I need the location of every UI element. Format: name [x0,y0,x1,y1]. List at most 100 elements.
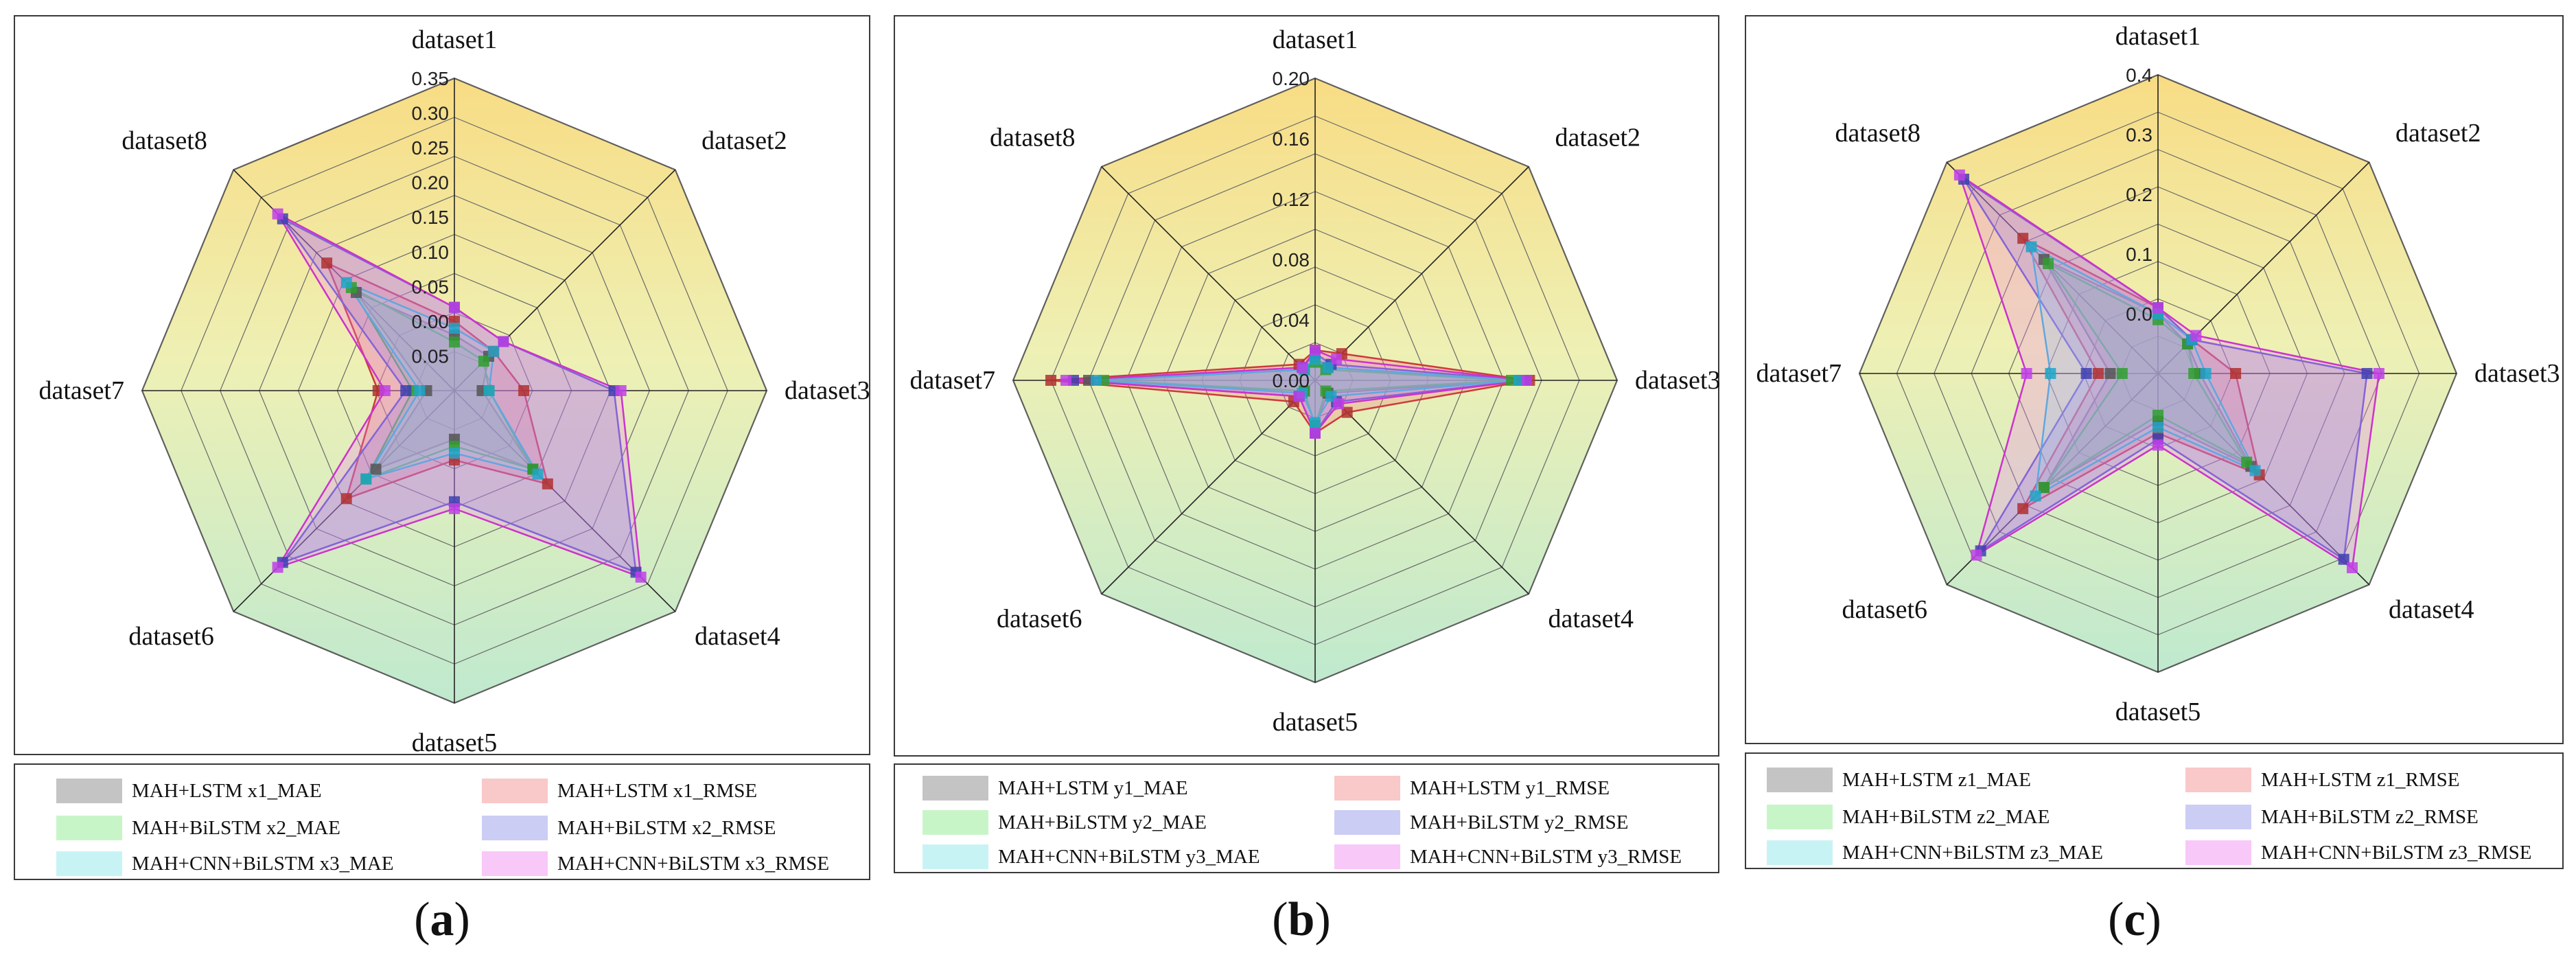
category-label: dataset4 [695,622,780,651]
data-point [2338,553,2349,565]
data-point [1310,354,1321,365]
category-label: dataset7 [909,366,995,395]
legend-c: MAH+LSTM z1_MAE MAH+LSTM z1_RMSE MAH+BiLST… [1745,752,2564,869]
data-point [370,463,382,475]
data-point [449,503,460,514]
data-point [2190,330,2202,341]
category-label: dataset8 [121,126,207,155]
data-point [2021,368,2032,379]
category-label: dataset6 [1842,595,1928,624]
category-label: dataset5 [412,728,498,757]
tick-label: 0.20 [1273,68,1310,89]
legend-item: MAH+LSTM z1_RMSE [2185,766,2459,794]
data-point [518,385,530,396]
category-label: dataset3 [1635,366,1721,395]
legend-swatch [56,779,122,803]
tick-label: 0.00 [412,311,450,332]
tick-label: 0.4 [2126,65,2153,86]
data-point [1091,375,1102,386]
legend-label: MAH+LSTM y1_MAE [998,776,1188,799]
tick-label: 0.2 [2126,184,2153,205]
tick-label: 0.16 [1273,128,1310,150]
data-point [2080,368,2092,379]
data-point [542,478,553,490]
legend-item: MAH+CNN+BiLSTM x3_RMSE [482,850,829,877]
tick-label: 0.08 [1273,249,1310,270]
category-label: dataset4 [1548,605,1634,634]
legend-label: MAH+BiLSTM z2_MAE [1842,805,2050,828]
legend-label: MAH+BiLSTM y2_RMSE [1410,811,1629,833]
data-point [1322,362,1334,373]
legend-swatch [2185,768,2251,792]
data-point [498,336,509,347]
data-point [2017,503,2029,514]
legend-label: MAH+CNN+BiLSTM x3_MAE [132,852,394,875]
data-point [1297,362,1308,373]
legend-item: MAH+LSTM x1_RMSE [482,777,757,805]
data-point [340,277,352,288]
legend-label: MAH+LSTM x1_MAE [132,779,322,802]
data-point [449,336,460,348]
category-label: dataset1 [1273,25,1358,54]
data-point [2026,241,2037,253]
legend-swatch [482,851,548,876]
data-point [478,356,489,367]
data-point [379,385,391,396]
data-point [2030,490,2041,502]
data-point [2153,302,2163,314]
legend-label: MAH+LSTM y1_RMSE [1410,776,1610,799]
legend-swatch [2185,840,2251,865]
legend-label: MAH+BiLSTM x2_RMSE [557,816,776,839]
tick-label: 0.15 [412,207,450,228]
legend-item: MAH+BiLSTM y2_MAE [923,809,1207,836]
legend-swatch [923,844,988,869]
legend-item: MAH+BiLSTM z2_MAE [1767,803,2050,831]
legend-swatch [56,851,122,876]
category-label: dataset6 [997,605,1082,634]
category-label: dataset8 [1835,119,1921,148]
tick-label: 0.10 [412,242,450,263]
legend-item: MAH+CNN+BiLSTM y3_MAE [923,843,1260,871]
data-point [1971,549,1982,561]
legend-label: MAH+CNN+BiLSTM y3_MAE [998,845,1260,868]
tick-label: 0.1 [2126,244,2153,265]
data-point [1293,391,1305,402]
tick-label: 0.04 [1273,310,1310,331]
category-label: dataset7 [38,376,124,405]
data-point [2188,368,2200,379]
data-point [1310,428,1321,439]
legend-swatch [1767,768,1833,792]
data-point [1331,353,1343,365]
legend-item: MAH+BiLSTM x2_MAE [56,814,340,842]
data-point [414,385,426,396]
data-point [2373,368,2384,379]
category-label: dataset2 [2395,119,2481,148]
category-label: dataset2 [701,126,787,155]
legend-item: MAH+BiLSTM z2_RMSE [2185,803,2479,831]
data-point [321,257,333,269]
tick-label: 0.35 [412,68,450,89]
data-point [2116,368,2128,379]
legend-b: MAH+LSTM y1_MAE MAH+LSTM y1_RMSE MAH+BiLST… [894,763,1719,873]
data-point [2230,368,2242,379]
legend-item: MAH+CNN+BiLSTM x3_MAE [56,850,394,877]
data-point [1521,375,1532,386]
legend-item: MAH+LSTM x1_MAE [56,777,322,805]
data-point [360,473,372,485]
category-label: dataset8 [990,123,1076,152]
data-point [400,385,412,396]
data-point [2017,233,2029,244]
legend-label: MAH+CNN+BiLSTM x3_RMSE [557,852,830,875]
data-point [532,468,544,480]
legend-label: MAH+CNN+BiLSTM z3_MAE [1842,841,2103,864]
legend-swatch [1767,840,1833,865]
legend-label: MAH+BiLSTM z2_RMSE [2261,805,2479,828]
legend-item: MAH+CNN+BiLSTM z3_RMSE [2185,839,2531,866]
legend-label: MAH+CNN+BiLSTM z3_RMSE [2261,841,2532,864]
legend-swatch [1334,810,1400,835]
axis-spoke [1101,380,1316,595]
data-point [2104,368,2116,379]
legend-a: MAH+LSTM x1_MAE MAH+LSTM x1_RMSE MAH+BiLST… [14,763,870,880]
data-point [1310,345,1321,356]
legend-label: MAH+LSTM z1_MAE [1842,768,2031,791]
